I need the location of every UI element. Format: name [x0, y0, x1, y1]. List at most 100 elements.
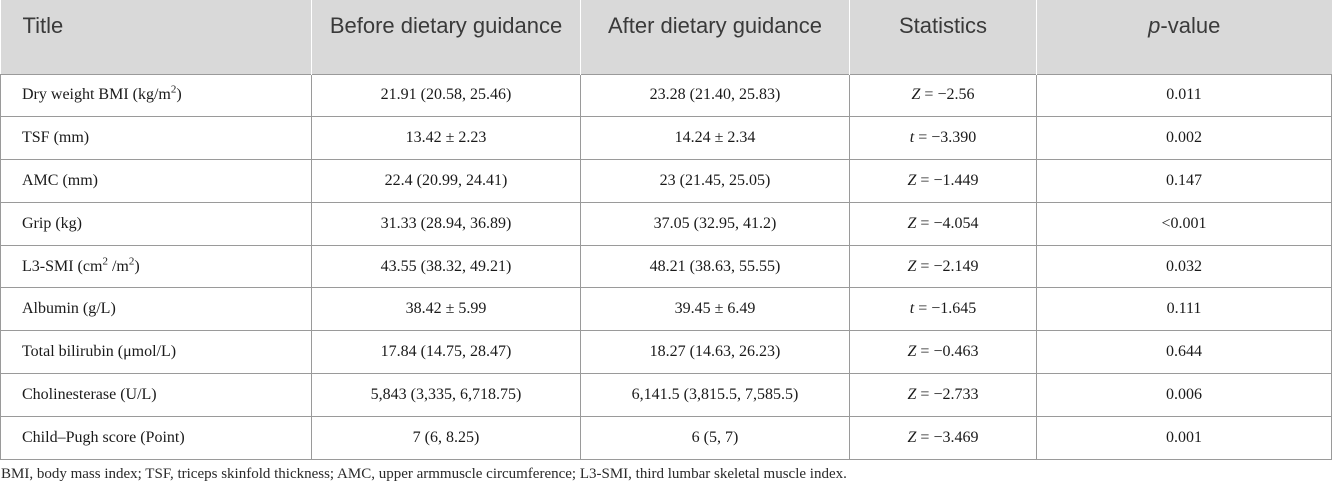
- row-label: Cholinesterase (U/L): [0, 373, 312, 417]
- row-p-value: 0.001: [1036, 415, 1332, 460]
- header-statistics: Statistics: [849, 0, 1037, 74]
- row-label: TSF (mm): [0, 116, 312, 161]
- row-label-text: /m: [107, 257, 129, 275]
- row-statistic: Z = −2.733: [849, 373, 1037, 417]
- row-after-value: 6 (5, 7): [580, 415, 850, 460]
- table-row: Cholinesterase (U/L) 5,843 (3,335, 6,718.…: [0, 373, 1332, 417]
- row-p-value: <0.001: [1036, 201, 1332, 246]
- statistic-value: = −1.645: [914, 300, 977, 318]
- header-after: After dietary guidance: [580, 0, 850, 74]
- header-p-suffix: -value: [1160, 13, 1221, 38]
- statistic-symbol: Z: [907, 385, 917, 403]
- header-title: Title: [22, 13, 64, 38]
- table-header: Title Before dietary guidance After diet…: [0, 0, 1332, 74]
- table-row: Dry weight BMI (kg/m2) 21.91 (20.58, 25.4…: [0, 73, 1332, 118]
- row-statistic: t = −1.645: [849, 287, 1037, 332]
- row-label: Child–Pugh score (Point): [0, 415, 312, 460]
- row-p-value: 0.111: [1036, 287, 1332, 332]
- header-before: Before dietary guidance: [311, 0, 581, 74]
- row-label: Grip (kg): [0, 201, 312, 246]
- row-label-text: AMC (mm): [22, 171, 98, 189]
- row-after-value: 18.27 (14.63, 26.23): [580, 330, 850, 375]
- table-row: Albumin (g/L) 38.42 ± 5.99 39.45 ± 6.49 t =…: [0, 287, 1332, 332]
- statistic-symbol: Z: [911, 86, 921, 104]
- row-before-value: 7 (6, 8.25): [311, 415, 581, 460]
- statistic-symbol: Z: [907, 428, 917, 446]
- statistic-value: = −0.463: [916, 343, 979, 361]
- table-row: L3-SMI (cm2 /m2) 43.55 (38.32, 49.21) 48.2…: [0, 244, 1332, 289]
- row-p-value: 0.006: [1036, 373, 1332, 417]
- row-p-value: 0.644: [1036, 330, 1332, 375]
- row-label-text: Cholinesterase (U/L): [22, 385, 157, 403]
- row-label-text: TSF (mm): [22, 129, 90, 147]
- row-before-value: 43.55 (38.32, 49.21): [311, 244, 581, 289]
- row-label-superscript: 2: [170, 84, 177, 97]
- statistic-value: = −3.469: [916, 428, 979, 446]
- statistic-symbol: Z: [907, 343, 917, 361]
- header-row: Title Before dietary guidance After diet…: [0, 0, 1332, 74]
- statistic-symbol: Z: [907, 214, 917, 232]
- statistic-value: = −1.449: [916, 171, 979, 189]
- row-statistic: Z = −2.56: [849, 73, 1037, 118]
- row-statistic: t = −3.390: [849, 116, 1037, 161]
- row-after-value: 39.45 ± 6.49: [580, 287, 850, 332]
- row-label-text: L3-SMI (cm: [22, 257, 103, 275]
- row-label: Albumin (g/L): [0, 287, 312, 332]
- row-label-text: Total bilirubin (μmol/L): [22, 343, 177, 361]
- header-p-italic: p: [1148, 13, 1161, 38]
- statistic-symbol: t: [909, 129, 915, 147]
- row-label-text: Grip (kg): [22, 214, 82, 232]
- table-row: TSF (mm) 13.42 ± 2.23 14.24 ± 2.34 t = −3.3…: [0, 116, 1332, 161]
- row-statistic: Z = −3.469: [849, 415, 1037, 460]
- statistic-symbol: Z: [907, 257, 917, 275]
- results-table: Title Before dietary guidance After diet…: [0, 0, 1332, 460]
- row-label-text: Child–Pugh score (Point): [22, 428, 185, 446]
- statistic-value: = −2.149: [916, 257, 979, 275]
- row-p-value: 0.147: [1036, 159, 1332, 203]
- row-before-value: 17.84 (14.75, 28.47): [311, 330, 581, 375]
- row-before-value: 5,843 (3,335, 6,718.75): [311, 373, 581, 417]
- row-label-text: ): [176, 86, 182, 104]
- row-after-value: 23 (21.45, 25.05): [580, 159, 850, 203]
- row-after-value: 37.05 (32.95, 41.2): [580, 201, 850, 246]
- row-statistic: Z = −4.054: [849, 201, 1037, 246]
- row-label: AMC (mm): [0, 159, 312, 203]
- row-statistic: Z = −1.449: [849, 159, 1037, 203]
- row-label-superscript: 2: [128, 255, 135, 268]
- statistic-symbol: Z: [907, 171, 917, 189]
- row-label-superscript: 2: [102, 255, 108, 268]
- table-row: Child–Pugh score (Point) 7 (6, 8.25) 6 (5,…: [0, 415, 1332, 460]
- row-statistic: Z = −2.149: [849, 244, 1037, 289]
- statistic-value: = −2.733: [916, 385, 979, 403]
- table-body: Dry weight BMI (kg/m2) 21.91 (20.58, 25.4…: [0, 73, 1332, 460]
- row-label: L3-SMI (cm2 /m2): [0, 244, 312, 289]
- statistic-value: = −2.56: [920, 86, 975, 104]
- row-after-value: 6,141.5 (3,815.5, 7,585.5): [580, 373, 850, 417]
- row-label-text: Albumin (g/L): [22, 300, 116, 318]
- row-p-value: 0.002: [1036, 116, 1332, 161]
- table-row: Grip (kg) 31.33 (28.94, 36.89) 37.05 (32.9…: [0, 201, 1332, 246]
- row-p-value: 0.032: [1036, 244, 1332, 289]
- row-before-value: 22.4 (20.99, 24.41): [311, 159, 581, 203]
- row-label-text: ): [134, 257, 140, 275]
- row-before-value: 13.42 ± 2.23: [311, 116, 581, 161]
- table-row: Total bilirubin (μmol/L) 17.84 (14.75, 28…: [0, 330, 1332, 375]
- statistic-symbol: t: [909, 300, 915, 318]
- row-p-value: 0.011: [1036, 73, 1332, 118]
- row-label: Dry weight BMI (kg/m2): [0, 73, 312, 118]
- row-before-value: 31.33 (28.94, 36.89): [311, 201, 581, 246]
- table-footnote: BMI, body mass index; TSF, triceps skinf…: [1, 466, 847, 482]
- table-row: AMC (mm) 22.4 (20.99, 24.41) 23 (21.45, 25…: [0, 159, 1332, 203]
- row-after-value: 48.21 (38.63, 55.55): [580, 244, 850, 289]
- row-statistic: Z = −0.463: [849, 330, 1037, 375]
- row-label: Total bilirubin (μmol/L): [0, 330, 312, 375]
- row-after-value: 14.24 ± 2.34: [580, 116, 850, 161]
- row-after-value: 23.28 (21.40, 25.83): [580, 73, 850, 118]
- row-before-value: 38.42 ± 5.99: [311, 287, 581, 332]
- row-label-text: Dry weight BMI (kg/m: [22, 86, 171, 104]
- statistic-value: = −3.390: [914, 129, 977, 147]
- header-p-value: p-value: [1036, 0, 1332, 74]
- row-before-value: 21.91 (20.58, 25.46): [311, 73, 581, 118]
- statistic-value: = −4.054: [916, 214, 979, 232]
